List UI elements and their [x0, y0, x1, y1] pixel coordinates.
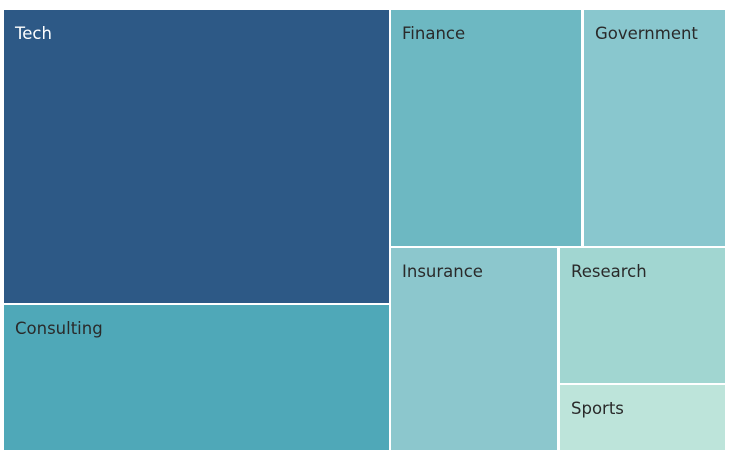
treemap-tile-label: Tech	[15, 24, 52, 43]
treemap-tile-research[interactable]: Research	[560, 248, 725, 383]
treemap-tile-label: Finance	[402, 24, 466, 43]
treemap-tile-finance[interactable]: Finance	[391, 10, 581, 246]
treemap-tile-consulting[interactable]: Consulting	[4, 305, 389, 450]
treemap-tile-sports[interactable]: Sports	[560, 385, 725, 450]
treemap-tile-label: Insurance	[402, 262, 483, 281]
treemap-tile-label: Government	[595, 24, 698, 43]
treemap-tile-label: Sports	[571, 399, 624, 418]
treemap-tile-label: Consulting	[15, 319, 103, 338]
treemap-tile-label: Research	[571, 262, 647, 281]
treemap-tile-government[interactable]: Government	[584, 10, 725, 246]
treemap-tile-tech[interactable]: Tech	[4, 10, 389, 303]
treemap-tile-insurance[interactable]: Insurance	[391, 248, 557, 450]
